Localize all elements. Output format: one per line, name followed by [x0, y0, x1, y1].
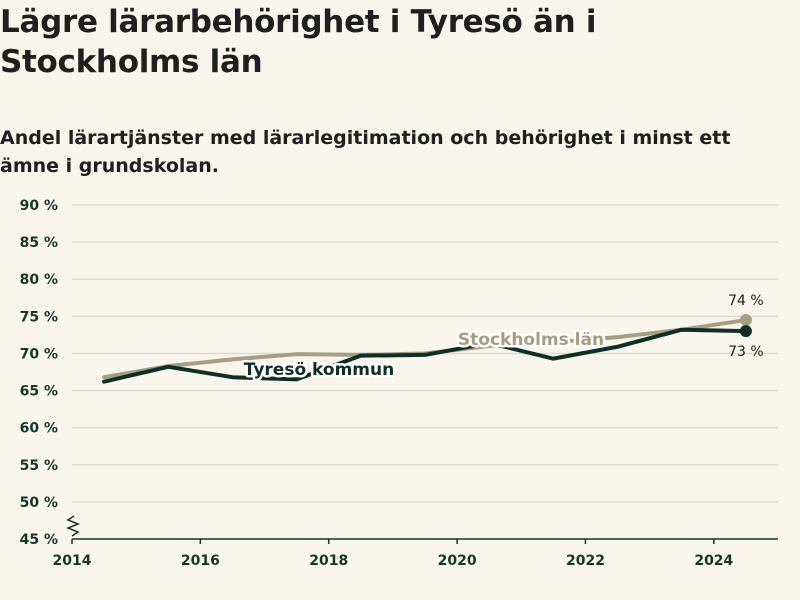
chart-subtitle: Andel lärartjänster med lärarlegitimatio…: [0, 127, 731, 177]
x-tick-labels: 2014 2016 2018 2020 2022 2024: [53, 539, 734, 569]
series-name-label-tyreso: Tyresö kommun: [244, 360, 394, 380]
y-tick-label: 50 %: [20, 495, 58, 511]
series-line-tyreso: [102, 327, 748, 384]
y-tick-label: 85 %: [20, 235, 58, 251]
x-tick-label: 2022: [566, 553, 605, 569]
x-tick-label: 2018: [309, 553, 348, 569]
series-name-label-stockholm: Stockholms län: [458, 330, 604, 350]
y-tick-label: 55 %: [20, 458, 58, 474]
y-tick-label: 65 %: [20, 384, 58, 400]
x-tick-label: 2016: [181, 553, 220, 569]
x-tick-label: 2024: [694, 553, 733, 569]
series-labels: 74 % Stockholms län 73 % Tyresö kommun: [241, 293, 764, 382]
y-tick-label: 45 %: [20, 532, 58, 548]
y-tick-label: 75 %: [20, 309, 58, 325]
y-tick-label: 60 %: [20, 421, 58, 437]
series-line-stockholm: [102, 318, 748, 380]
series-end-point-stockholm: [739, 314, 752, 327]
y-tick-label: 80 %: [20, 272, 58, 288]
series-lines: [102, 314, 752, 384]
series-end-point-tyreso: [739, 325, 752, 338]
y-tick-label: 70 %: [20, 346, 58, 362]
x-axis: [65, 515, 778, 540]
axis-break-icon: [65, 515, 81, 537]
end-value-label-stockholm: 74 %: [728, 293, 764, 309]
x-tick-label: 2020: [438, 553, 477, 569]
y-tick-label: 90 %: [20, 198, 58, 214]
y-tick-labels: 90 % 85 % 80 % 75 % 70 % 65 % 60 % 55 % 50 % 45 %: [20, 198, 58, 548]
end-value-label-tyreso: 73 %: [728, 344, 764, 360]
chart-title: Lägre lärarbehörighet i Tyresö än i Stoc…: [0, 4, 597, 80]
x-tick-label: 2014: [53, 553, 92, 569]
